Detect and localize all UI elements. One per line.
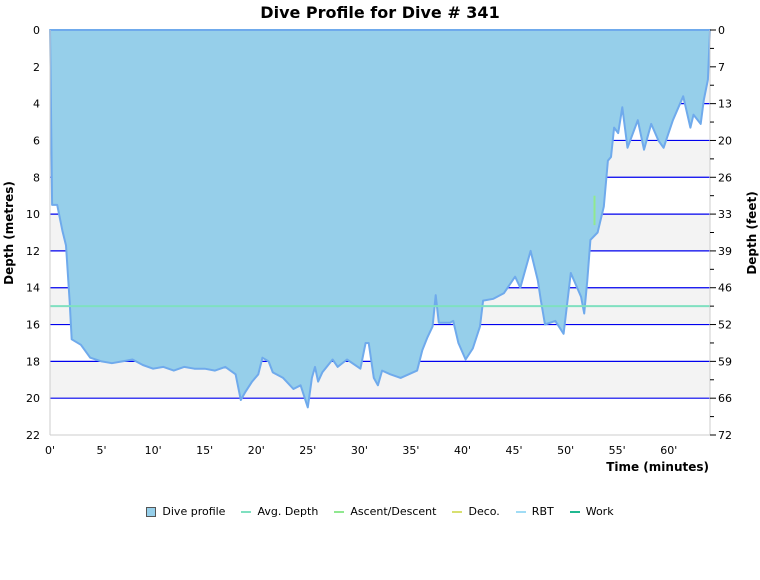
y-tick-label: 12: [26, 245, 40, 258]
x-tick-label: 0': [45, 444, 55, 457]
x-tick-label: 20': [248, 444, 265, 457]
y-tick-label: 14: [26, 282, 40, 295]
y-right-tick-label: 33: [718, 208, 732, 221]
y-tick-label: 20: [26, 392, 40, 405]
y-right-tick-label: 52: [718, 319, 732, 332]
x-tick-label: 50': [557, 444, 574, 457]
y-tick-label: 6: [33, 134, 40, 147]
y-tick-label: 22: [26, 429, 40, 442]
y-right-tick-label: 20: [718, 134, 732, 147]
dive-profile-area: [49, 29, 711, 409]
y-right-tick-label: 72: [718, 429, 732, 442]
x-tick-label: 45': [506, 444, 523, 457]
legend-item: Deco.: [452, 505, 500, 518]
legend-label: Ascent/Descent: [350, 505, 437, 518]
series-layer: [49, 29, 711, 409]
x-tick-label: 55': [609, 444, 626, 457]
x-axis-label: Time (minutes): [606, 460, 709, 474]
chart-title: Dive Profile for Dive # 341: [260, 3, 499, 22]
y-tick-label: 8: [33, 171, 40, 184]
legend-label: Deco.: [468, 505, 500, 518]
legend-swatch: [241, 510, 252, 513]
legend-item: Work: [569, 505, 614, 518]
legend-swatch: [146, 506, 157, 517]
dive-profile-chart: Dive Profile for Dive # 341 0 0 2 7 4 13 6 20 8 2…: [2, 3, 759, 474]
legend-label: Work: [585, 505, 614, 518]
legend-label: RBT: [531, 505, 554, 518]
y-right-tick-label: 46: [718, 282, 732, 295]
x-tick-label: 40': [454, 444, 471, 457]
axes: 0 0 2 7 4 13 6 20 8 26 10 33 12 39 14 46 16 52 18 59 20 66 22 7…: [26, 24, 732, 457]
x-tick-label: 60': [660, 444, 677, 457]
x-tick-label: 5': [97, 444, 107, 457]
legend-item: Dive profile: [146, 505, 225, 518]
legend-swatch: [515, 510, 526, 513]
x-tick-label: 15': [196, 444, 213, 457]
legend-item: Ascent/Descent: [334, 505, 436, 518]
y-tick-label: 18: [26, 355, 40, 368]
y-axis-label-left: Depth (metres): [2, 181, 16, 285]
y-right-tick-label: 13: [718, 98, 732, 111]
x-tick-label: 30': [351, 444, 368, 457]
x-tick-label: 10': [145, 444, 162, 457]
x-tick-label: 35': [402, 444, 419, 457]
y-right-tick-label: 7: [718, 61, 725, 74]
legend-swatch: [452, 510, 463, 513]
y-tick-label: 0: [33, 24, 40, 37]
y-tick-label: 2: [33, 61, 40, 74]
legend: Dive profile Avg. Depth Ascent/Descent Deco…: [0, 505, 760, 518]
legend-item: RBT: [515, 505, 554, 518]
y-right-tick-label: 59: [718, 355, 732, 368]
y-tick-label: 10: [26, 208, 40, 221]
x-tick-label: 25': [299, 444, 316, 457]
y-right-tick-label: 26: [718, 171, 732, 184]
y-tick-label: 4: [33, 98, 40, 111]
y-right-tick-label: 66: [718, 392, 732, 405]
y-tick-label: 16: [26, 319, 40, 332]
legend-swatch: [334, 510, 345, 513]
legend-swatch: [569, 510, 580, 513]
legend-label: Dive profile: [162, 505, 226, 518]
y-right-tick-label: 39: [718, 245, 732, 258]
y-axis-label-right: Depth (feet): [745, 191, 759, 274]
y-right-tick-label: 0: [718, 24, 725, 37]
legend-item: Avg. Depth: [241, 505, 318, 518]
legend-label: Avg. Depth: [257, 505, 319, 518]
